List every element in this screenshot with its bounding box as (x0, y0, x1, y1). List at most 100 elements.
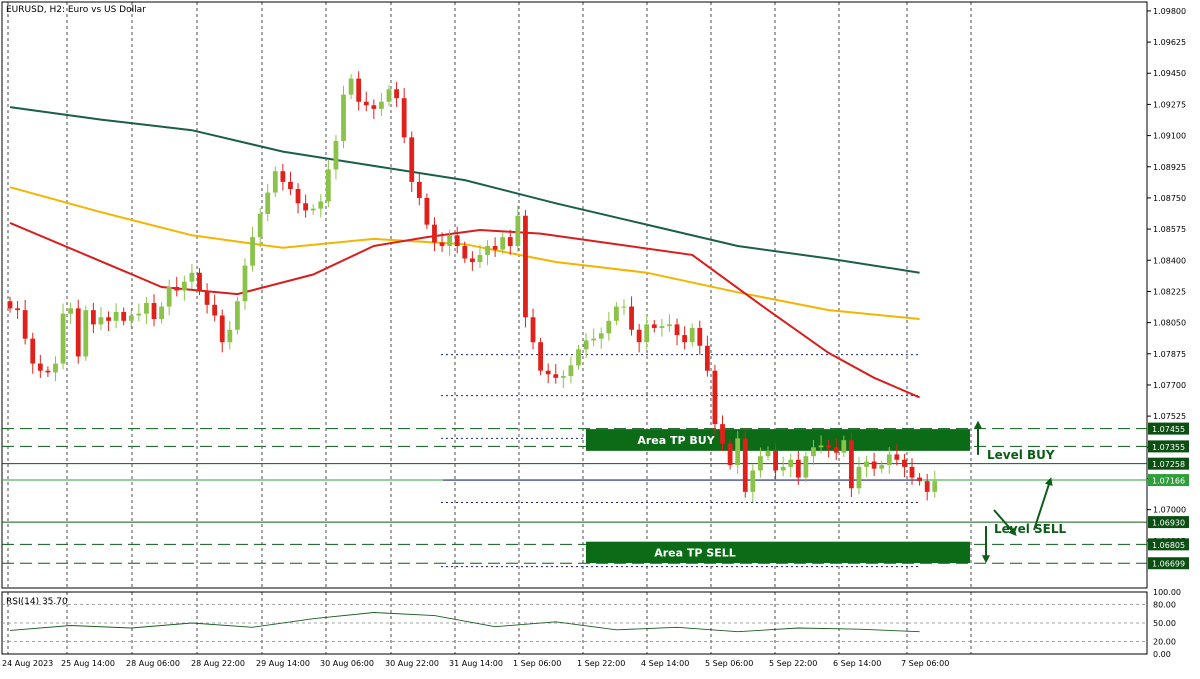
candle (909, 458, 915, 485)
x-tick-label: 31 Aug 14:00 (449, 659, 503, 668)
candle-body (780, 466, 786, 471)
candle-body (151, 303, 157, 320)
price-tag: 1.06699 (1148, 557, 1189, 570)
candle (515, 205, 521, 252)
candle (864, 455, 869, 478)
price-tag-label: 1.07455 (1152, 425, 1185, 434)
candle (477, 244, 483, 268)
candle (106, 311, 111, 331)
candle (651, 319, 657, 333)
candle (333, 135, 339, 180)
candle-body (765, 450, 771, 457)
candle (689, 323, 695, 347)
y-tick-label: 1.07875 (1153, 350, 1186, 359)
candle-body (742, 438, 748, 492)
candle-body (257, 213, 263, 238)
candle-body (674, 324, 680, 336)
x-tick-label: 5 Sep 06:00 (705, 659, 753, 668)
candle-body (30, 338, 36, 364)
y-tick-label: 1.08750 (1153, 194, 1186, 203)
candle-body (75, 308, 81, 357)
candle (394, 81, 399, 107)
candle-body (68, 308, 74, 314)
candle-body (310, 208, 316, 211)
candle (75, 299, 81, 364)
candle (530, 308, 536, 350)
candle (227, 321, 233, 350)
price-tag-label: 1.07258 (1152, 460, 1185, 469)
x-tick-label: 29 Aug 14:00 (256, 659, 310, 668)
candle (235, 296, 240, 335)
candle (113, 303, 119, 329)
candle (288, 171, 293, 195)
candle (197, 268, 202, 295)
candle-body (295, 189, 301, 204)
y-tick-label: 1.08400 (1153, 256, 1186, 265)
candle-body (530, 317, 536, 343)
candle-body (250, 237, 255, 266)
rsi-line (9, 612, 920, 633)
candle-body (773, 450, 778, 471)
candle-body (447, 235, 453, 247)
candle-body (189, 272, 195, 282)
candle (204, 283, 210, 314)
candle-body (818, 445, 824, 448)
candle (212, 294, 218, 322)
candle (318, 194, 324, 218)
candle-body (90, 310, 96, 325)
candle-body (98, 317, 104, 325)
candle (424, 193, 430, 230)
y-tick-label: 1.07525 (1153, 412, 1186, 421)
rsi-tick-label: 50.00 (1153, 619, 1176, 628)
projection-arrow-down (993, 509, 1017, 537)
rsi-tick-label: 80.00 (1153, 600, 1176, 609)
y-tick-label: 1.08225 (1153, 287, 1186, 296)
ma-line-ma-slow (9, 106, 920, 274)
candle (416, 173, 422, 206)
price-tag-bg (1148, 516, 1189, 529)
candle-body (697, 327, 703, 346)
price-tag-bg (1148, 474, 1189, 487)
y-tick-label: 1.09625 (1153, 38, 1186, 47)
candle-body (235, 301, 240, 330)
candle (523, 209, 528, 328)
tp-buy-label: Area TP BUY (637, 434, 715, 447)
candle-body (409, 137, 415, 182)
candle-body (651, 324, 657, 328)
candle-body (614, 306, 619, 321)
candle (310, 204, 316, 215)
candle (712, 364, 718, 435)
candle (780, 456, 786, 477)
candle-body (492, 246, 498, 250)
candle-body (795, 459, 801, 478)
candle (924, 473, 930, 501)
candle-body (902, 459, 907, 467)
rsi-tick-label: 100.00 (1153, 588, 1181, 597)
candle-body (379, 101, 384, 109)
price-tag: 1.06805 (1148, 538, 1189, 551)
candle-body (924, 481, 930, 492)
candle-body (848, 440, 854, 489)
x-tick-label: 7 Sep 06:00 (901, 659, 949, 668)
candle (409, 131, 415, 193)
x-tick-label: 28 Aug 06:00 (126, 659, 180, 668)
candle-body (15, 308, 20, 311)
candle-body (144, 303, 149, 314)
candle-body (325, 169, 331, 202)
candle (598, 327, 604, 349)
y-tick-label: 1.07700 (1153, 381, 1186, 390)
candle-body (348, 78, 354, 95)
price-tag-label: 1.06805 (1152, 541, 1185, 550)
candle-body (485, 246, 490, 255)
candle (697, 320, 703, 355)
candle (136, 303, 142, 322)
candle (265, 183, 271, 222)
candle (7, 296, 13, 313)
symbol-title: EURUSD, H2: Euro vs US Dollar (6, 5, 146, 15)
price-tag: 1.07355 (1148, 440, 1189, 453)
y-tick-label: 1.08575 (1153, 225, 1186, 234)
x-tick-label: 1 Sep 06:00 (513, 659, 561, 668)
candle (886, 447, 892, 474)
candle (553, 364, 559, 384)
